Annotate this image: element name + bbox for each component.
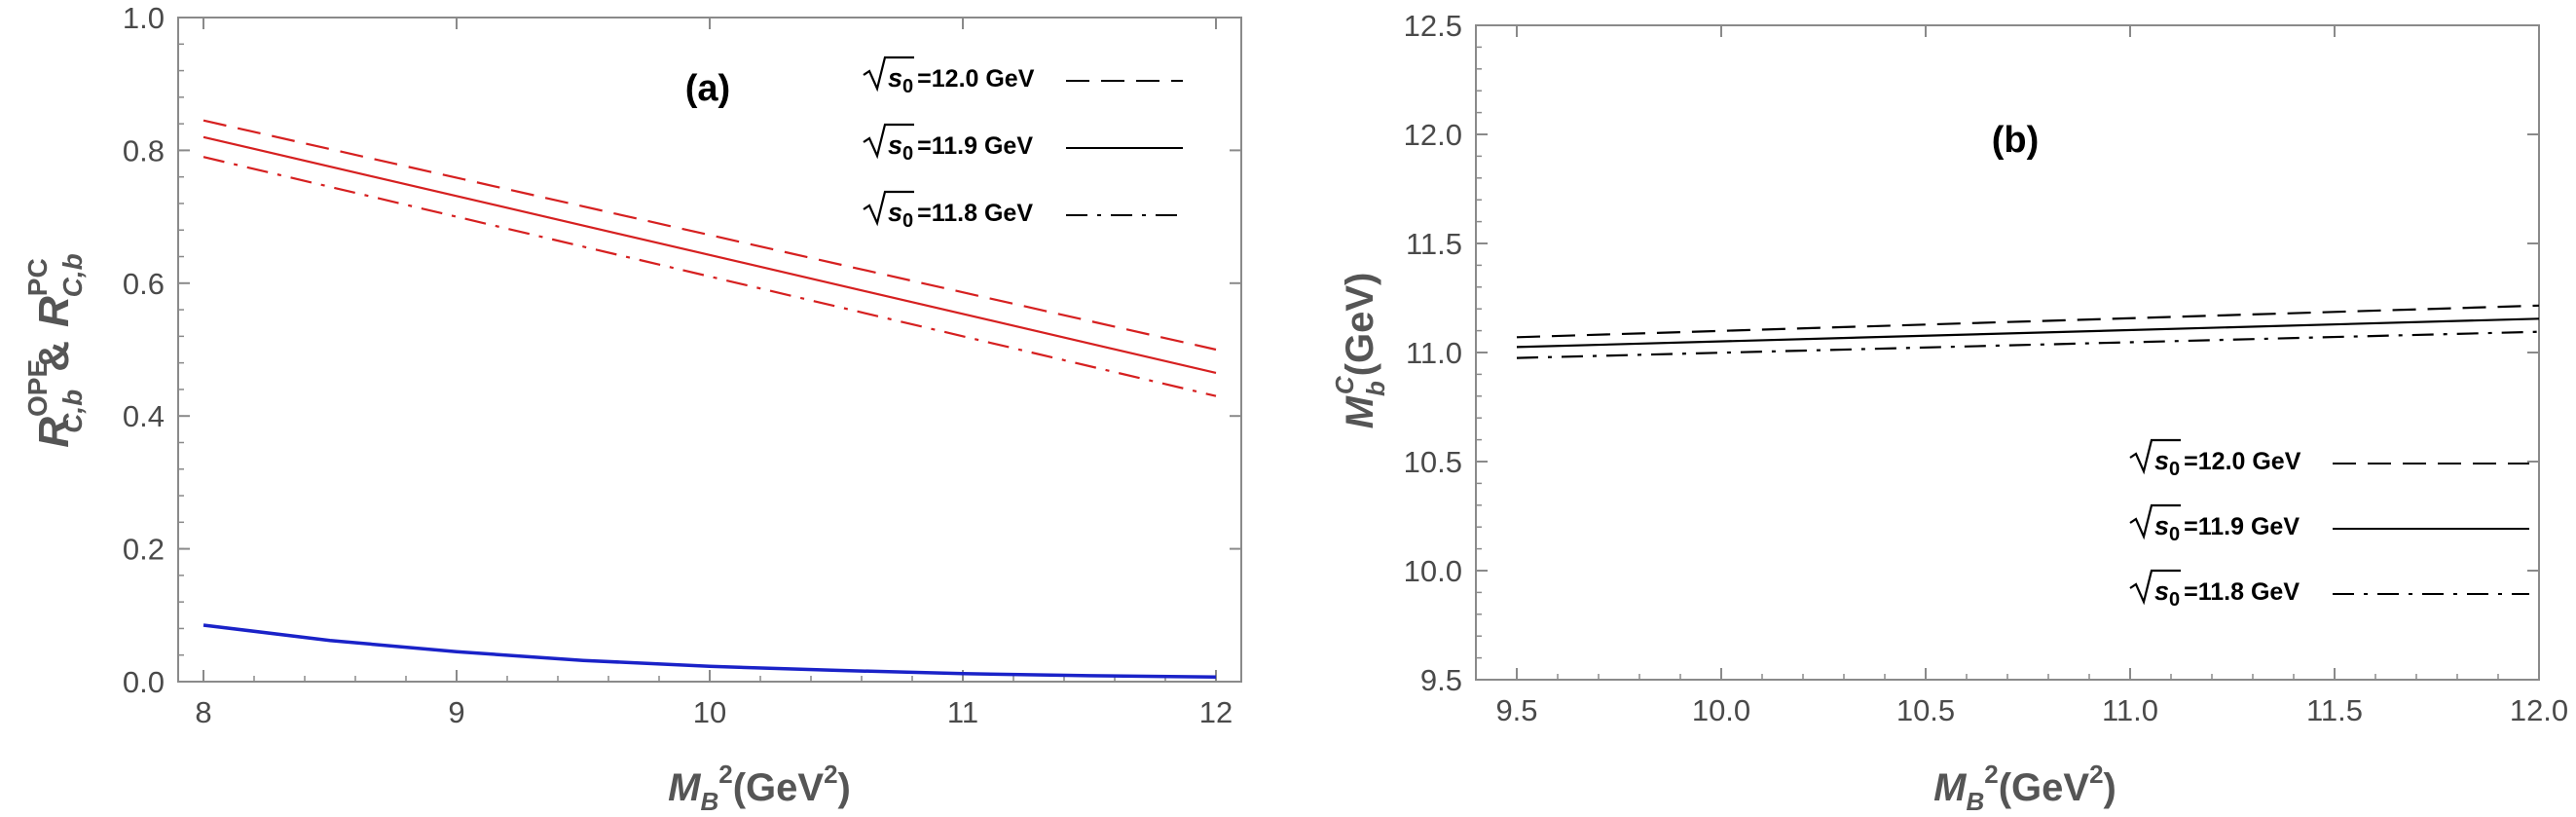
panel-b-y-tick-label: 11.5: [1406, 227, 1462, 261]
panel-b: 9.5 10.0 10.5 11.0 11.5 12.0 9.5 10.0 10.5 11.0 11…: [1330, 9, 2568, 816]
panel-b-x-tick-label: 12.0: [2510, 693, 2568, 727]
ylabel-r2: R: [30, 296, 78, 327]
panel-b-x-tick-label: 11.5: [2306, 693, 2363, 727]
panel-b-legend-label: s0 =11.8 GeV: [2154, 576, 2300, 611]
sqrt-icon: [2129, 569, 2181, 606]
panel-b-y-tick-label: 11.0: [1406, 336, 1462, 370]
xlabel-sup: 2: [718, 760, 732, 789]
ylabel-sup2: PC: [22, 258, 53, 296]
panel-a-y-tick-label: 0.8: [123, 133, 165, 167]
ylabel-amp: &: [30, 341, 78, 372]
panel-a-legend-item: s0 =11.8 GeV: [863, 190, 1183, 232]
panel-b-legend-item: s0 =11.8 GeV: [2129, 569, 2529, 611]
panel-b-y-axis-title: MbC(GeV): [1330, 273, 1390, 429]
panel-b-x-tick-label: 9.5: [1495, 693, 1537, 727]
panel-a-series-1: [202, 135, 1217, 374]
panel-a-series: [202, 119, 1217, 679]
xlabel-sub: B: [700, 787, 718, 816]
panel-a-y-tick-label: 0.4: [123, 399, 165, 433]
panel-b-series-1: [1516, 317, 2540, 349]
panel-b-y-tick-label: 12.5: [1404, 9, 1462, 43]
sqrt-icon: [2129, 438, 2181, 475]
xlabel-b-sup: 2: [1984, 760, 1998, 789]
panel-b-series: [1516, 304, 2540, 359]
sqrt-icon: [863, 56, 914, 93]
panel-b-ticks: 9.5 10.0 10.5 11.0 11.5 12.0 9.5 10.0 10.5 11.0 11…: [1404, 9, 2569, 727]
panel-a-y-tick-label: 0.6: [123, 267, 165, 301]
sqrt-icon: [863, 190, 914, 227]
panel-b-x-axis-title: MB2(GeV2): [1933, 760, 2116, 816]
panel-a-y-tick-label: 1.0: [123, 1, 165, 35]
panel-a-y-tick-label: 0.2: [123, 533, 165, 567]
ylabel-b-sub: b: [1361, 381, 1390, 396]
panel-b-legend-item: s0 =11.9 GeV: [2129, 503, 2529, 545]
panel-b-series-0: [1516, 304, 2540, 339]
xlabel-rest: (GeV: [733, 766, 825, 809]
ylabel-r1: R: [30, 417, 78, 448]
panel-a-series-3: [202, 623, 1217, 679]
ylabel-b-base: M: [1339, 394, 1381, 428]
panel-a-x-tick-label: 10: [693, 695, 726, 729]
panel-a-frame: [177, 17, 1242, 683]
panel-b-legend: s0 =12.0 GeV s0 =11.9 GeV s0 =11.8 GeV: [2129, 438, 2529, 611]
xlabel-b-sup2: 2: [2089, 760, 2103, 789]
sqrt-icon: [863, 123, 914, 160]
panel-a-y-axis-title: ROPE C,b&RPC C,b: [22, 253, 88, 448]
panel-a-x-tick-label: 8: [195, 695, 211, 729]
panel-a-legend-label: s0 =11.8 GeV: [888, 198, 1033, 232]
panel-a-legend-label: s0 =11.9 GeV: [888, 130, 1033, 165]
xlabel-b-base: M: [1933, 766, 1968, 809]
panel-a-x-tick-label: 9: [448, 695, 464, 729]
panel-a-ticks: 8 9 10 11 12 0.0 0.2 0.4 0.6 0.8 1.0: [123, 1, 1241, 729]
xlabel-b-rest: (GeV: [1999, 766, 2090, 809]
panel-a-label: (a): [685, 68, 730, 109]
panel-a-legend-item: s0 =12.0 GeV: [863, 56, 1183, 97]
panel-a-series-0: [202, 119, 1217, 352]
panel-a-legend-label: s0 =12.0 GeV: [888, 63, 1035, 97]
svg-text:MbC(GeV): MbC(GeV): [1330, 273, 1390, 429]
panel-b-legend-item: s0 =12.0 GeV: [2129, 438, 2529, 480]
xlabel-base: M: [668, 766, 702, 809]
panel-a-x-tick-label: 11: [947, 695, 978, 729]
xlabel-close: ): [838, 766, 851, 809]
panel-b-y-tick-label: 10.0: [1404, 554, 1462, 588]
panel-b-x-tick-label: 10.5: [1896, 693, 1955, 727]
panel-b-x-tick-label: 11.0: [2102, 693, 2158, 727]
panel-a-y-tick-label: 0.0: [123, 665, 165, 699]
panel-b-label: (b): [1992, 120, 2040, 161]
panel-b-series-2: [1516, 330, 2540, 359]
ylabel-sub2: C,b: [57, 253, 88, 297]
panel-a-x-tick-label: 12: [1199, 695, 1233, 729]
xlabel-b-sub: B: [1966, 787, 1984, 816]
panel-a-legend: s0 =12.0 GeV s0 =11.9 GeV s0 =11.8 GeV: [863, 56, 1183, 232]
ylabel-b-sup: C: [1330, 375, 1359, 394]
panel-b-y-tick-label: 9.5: [1420, 663, 1462, 697]
panel-a: 8 9 10 11 12 0.0 0.2 0.4 0.6 0.8 1.0 (a) s0 =12.0 G…: [22, 1, 1242, 816]
xlabel-b-close: ): [2104, 766, 2116, 809]
xlabel-sup2: 2: [824, 760, 837, 789]
panel-b-legend-label: s0 =12.0 GeV: [2154, 446, 2301, 480]
panel-b-y-tick-label: 10.5: [1404, 445, 1462, 479]
ylabel-b-rest: (GeV): [1339, 273, 1381, 377]
panel-a-series-2: [202, 156, 1217, 397]
panel-a-legend-item: s0 =11.9 GeV: [863, 123, 1183, 165]
ylabel-sup1: OPE: [22, 359, 53, 417]
panel-b-x-tick-label: 10.0: [1692, 693, 1750, 727]
panel-b-y-tick-label: 12.0: [1404, 118, 1462, 152]
ylabel-sub1: C,b: [57, 390, 88, 433]
panel-b-legend-label: s0 =11.9 GeV: [2154, 511, 2300, 545]
panel-a-x-axis-title: MB2(GeV2): [668, 760, 851, 816]
sqrt-icon: [2129, 503, 2181, 540]
